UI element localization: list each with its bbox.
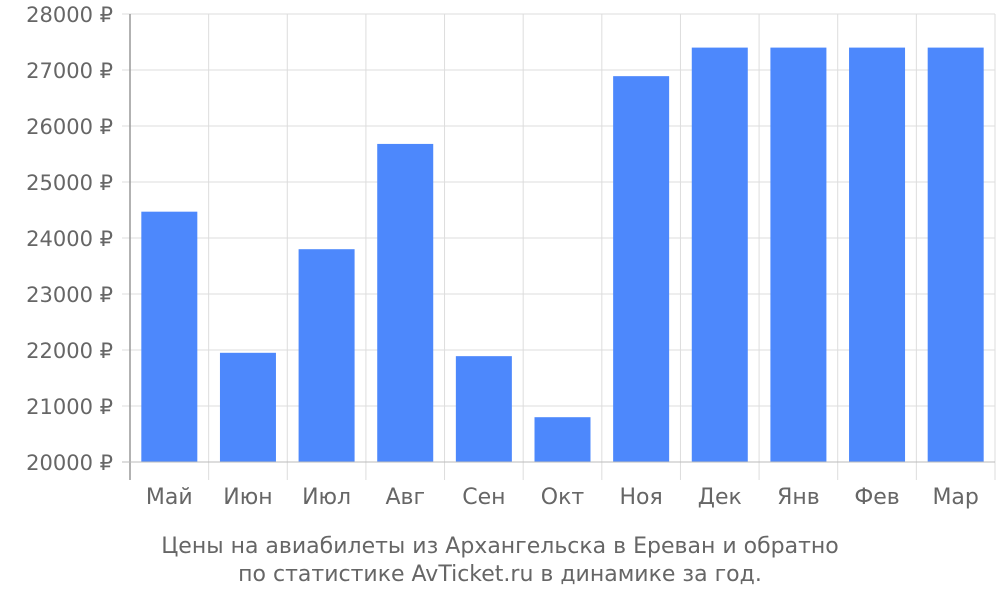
x-axis-tick-labels: Май Июн Июл Авг Сен Окт Ноя Дек Янв Фев Мар bbox=[146, 485, 979, 510]
x-tick-label: Май bbox=[146, 485, 193, 510]
bar bbox=[849, 47, 906, 462]
x-tick-label: Ноя bbox=[620, 485, 663, 510]
y-tick-label: 26000 ₽ bbox=[26, 115, 113, 139]
x-tick-label: Мар bbox=[932, 485, 978, 510]
bar bbox=[770, 47, 827, 462]
chart-caption-line-2: по статистике AvTicket.ru в динамике за … bbox=[238, 562, 762, 587]
bar-series bbox=[141, 47, 984, 463]
y-tick-label: 24000 ₽ bbox=[26, 227, 113, 251]
y-tick-label: 27000 ₽ bbox=[26, 59, 113, 83]
bar bbox=[298, 249, 355, 462]
grid-lines bbox=[122, 13, 996, 480]
bar bbox=[613, 76, 670, 462]
bar bbox=[534, 417, 591, 462]
chart-caption-line-1: Цены на авиабилеты из Архангельска в Ере… bbox=[161, 534, 839, 559]
x-tick-label: Янв bbox=[777, 485, 820, 510]
y-tick-label: 20000 ₽ bbox=[26, 451, 113, 475]
y-tick-label: 21000 ₽ bbox=[26, 395, 113, 419]
bar bbox=[219, 352, 276, 462]
x-tick-label: Окт bbox=[541, 485, 585, 510]
bar bbox=[377, 143, 434, 463]
bar bbox=[455, 356, 512, 462]
x-tick-label: Авг bbox=[385, 485, 425, 510]
y-tick-label: 25000 ₽ bbox=[26, 171, 113, 195]
x-tick-label: Июл bbox=[302, 485, 351, 510]
y-tick-label: 28000 ₽ bbox=[26, 3, 113, 27]
y-tick-label: 22000 ₽ bbox=[26, 339, 113, 363]
y-axis-tick-labels: 20000 ₽ 21000 ₽ 22000 ₽ 23000 ₽ 24000 ₽ 25000… bbox=[26, 3, 113, 475]
y-tick-label: 23000 ₽ bbox=[26, 283, 113, 307]
x-tick-label: Сен bbox=[462, 485, 505, 510]
bar bbox=[691, 47, 748, 462]
x-tick-label: Дек bbox=[698, 485, 742, 510]
axes bbox=[122, 14, 995, 480]
x-tick-label: Июн bbox=[223, 485, 272, 510]
bar bbox=[927, 47, 984, 462]
bar bbox=[141, 211, 198, 462]
x-tick-label: Фев bbox=[854, 485, 899, 510]
